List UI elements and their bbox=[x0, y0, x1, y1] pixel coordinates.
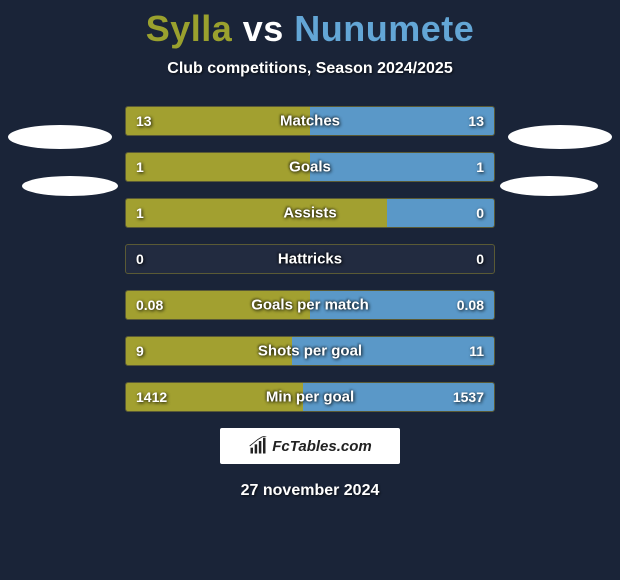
stat-value-left: 13 bbox=[136, 113, 152, 129]
stat-value-left: 9 bbox=[136, 343, 144, 359]
stats-rows: 13Matches131Goals11Assists00Hattricks00.… bbox=[125, 106, 495, 412]
decorative-ellipse bbox=[508, 125, 612, 149]
watermark-text: FcTables.com bbox=[272, 438, 371, 455]
stat-value-right: 11 bbox=[469, 343, 484, 359]
comparison-title: Sylla vs Nunumete bbox=[0, 0, 620, 50]
stat-value-right: 1 bbox=[476, 159, 484, 175]
date-label: 27 november 2024 bbox=[0, 482, 620, 500]
stat-value-right: 1537 bbox=[453, 389, 484, 405]
stat-value-right: 13 bbox=[468, 113, 484, 129]
chart-icon bbox=[248, 436, 268, 456]
stat-label: Min per goal bbox=[266, 389, 354, 406]
stat-value-left: 0.08 bbox=[136, 297, 163, 313]
stat-label: Assists bbox=[283, 205, 336, 222]
subtitle: Club competitions, Season 2024/2025 bbox=[0, 60, 620, 78]
stat-label: Goals per match bbox=[251, 297, 369, 314]
stat-row: 1412 Min per goal 1537 bbox=[125, 382, 495, 412]
stat-row: 1 Goals 1 bbox=[125, 152, 495, 182]
stat-value-right: 0 bbox=[476, 251, 484, 267]
decorative-ellipse bbox=[8, 125, 112, 149]
vs-separator: vs bbox=[232, 8, 294, 49]
player2-name: Nunumete bbox=[294, 8, 474, 49]
stat-row: 0.08 Goals per match 0.08 bbox=[125, 290, 495, 320]
watermark-badge: FcTables.com bbox=[220, 428, 400, 464]
stat-label: Hattricks bbox=[278, 251, 342, 268]
bar-right bbox=[310, 153, 494, 181]
stat-row: 9 Shots per goal 11 bbox=[125, 336, 495, 366]
stat-label: Goals bbox=[289, 159, 331, 176]
stat-label: Matches bbox=[280, 113, 340, 130]
stat-value-left: 0 bbox=[136, 251, 144, 267]
decorative-ellipse bbox=[22, 176, 118, 196]
bar-left bbox=[126, 153, 310, 181]
stat-label: Shots per goal bbox=[258, 343, 362, 360]
stat-row: 13 Matches 13 bbox=[125, 106, 495, 136]
bar-left bbox=[126, 199, 387, 227]
decorative-ellipse bbox=[500, 176, 598, 196]
stat-value-left: 1 bbox=[136, 205, 144, 221]
stat-value-right: 0.08 bbox=[457, 297, 484, 313]
stat-value-right: 0 bbox=[476, 205, 484, 221]
stat-value-left: 1412 bbox=[136, 389, 167, 405]
stat-row: 1 Assists 0 bbox=[125, 198, 495, 228]
player1-name: Sylla bbox=[146, 8, 233, 49]
stat-row: 0 Hattricks 0 bbox=[125, 244, 495, 274]
stat-value-left: 1 bbox=[136, 159, 144, 175]
